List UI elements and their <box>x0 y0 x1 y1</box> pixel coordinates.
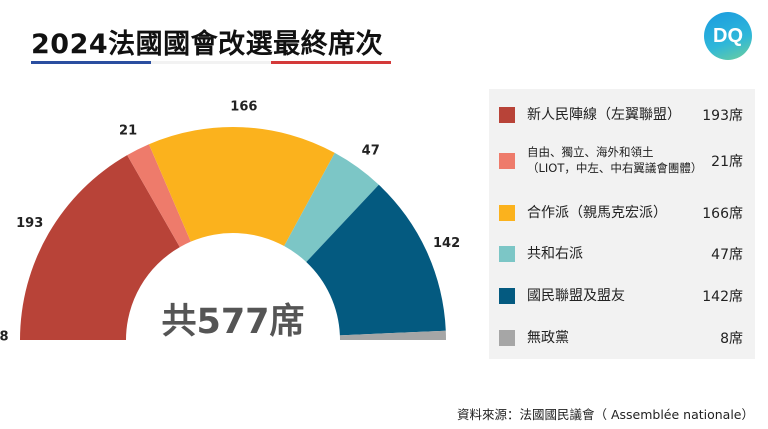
data-label: 142 <box>433 236 460 251</box>
legend-item: 國民聯盟及盟友 142席 <box>499 286 743 306</box>
arc-segment <box>284 152 379 263</box>
legend-value: 142席 <box>702 289 743 305</box>
data-label: 8 <box>0 329 9 344</box>
legend-item: 自由、獨立、海外和領土 （LIOT，中左、中右翼議會團體） 21席 <box>499 145 743 176</box>
flag-bar-blue <box>31 61 151 64</box>
arc-segment <box>306 184 446 336</box>
legend-label: 共和右派 <box>527 245 583 262</box>
legend-swatch <box>499 152 515 169</box>
legend-swatch <box>499 205 515 221</box>
flag-bar-red <box>271 61 391 64</box>
arc-segment <box>148 127 335 247</box>
legend-label: 合作派（親馬克宏派） <box>527 204 667 221</box>
legend-swatch <box>499 107 515 123</box>
seat-chart: 193 21 166 47 142 8 共577席 <box>0 99 460 344</box>
legend-label: 國民聯盟及盟友 <box>527 287 625 304</box>
data-label: 47 <box>362 144 380 159</box>
legend-value: 8席 <box>720 331 743 347</box>
source-note: 資料來源：法國國民議會（ Assemblée nationale） <box>456 407 754 422</box>
arc-segment <box>20 155 180 340</box>
legend-label: 自由、獨立、海外和領土 （LIOT，中左、中右翼議會團體） <box>527 145 711 176</box>
legend-value: 166席 <box>702 206 743 222</box>
legend-item: 共和右派 47席 <box>499 244 743 264</box>
arc-segment <box>127 144 191 248</box>
legend-item: 合作派（親馬克宏派） 166席 <box>499 203 743 223</box>
center-label: 共577席 <box>161 302 304 342</box>
data-label: 21 <box>119 124 137 139</box>
legend-item: 無政黨 8席 <box>499 328 743 348</box>
legend-item: 新人民陣線（左翼聯盟） 193席 <box>499 105 743 125</box>
legend-label: 無政黨 <box>527 329 569 346</box>
legend: 新人民陣線（左翼聯盟） 193席 自由、獨立、海外和領土 （LIOT，中左、中右翼議… <box>489 89 755 359</box>
page-title: 2024法國國會改選最終席次 <box>31 29 384 60</box>
dq-logo: DQ <box>704 12 752 60</box>
legend-value: 21席 <box>711 153 743 170</box>
legend-swatch <box>499 246 515 262</box>
legend-label: 新人民陣線（左翼聯盟） <box>527 106 681 123</box>
legend-label-line: （LIOT，中左、中右翼議會團體） <box>527 160 703 175</box>
data-label: 193 <box>16 216 43 231</box>
data-label: 166 <box>230 99 257 114</box>
flag-bar-white <box>151 61 271 64</box>
legend-swatch <box>499 288 515 304</box>
legend-swatch <box>499 330 515 346</box>
legend-value: 47席 <box>711 247 743 263</box>
arc-segment <box>339 330 446 340</box>
legend-value: 193席 <box>702 108 743 124</box>
legend-label-line: 自由、獨立、海外和領土 <box>527 145 654 159</box>
